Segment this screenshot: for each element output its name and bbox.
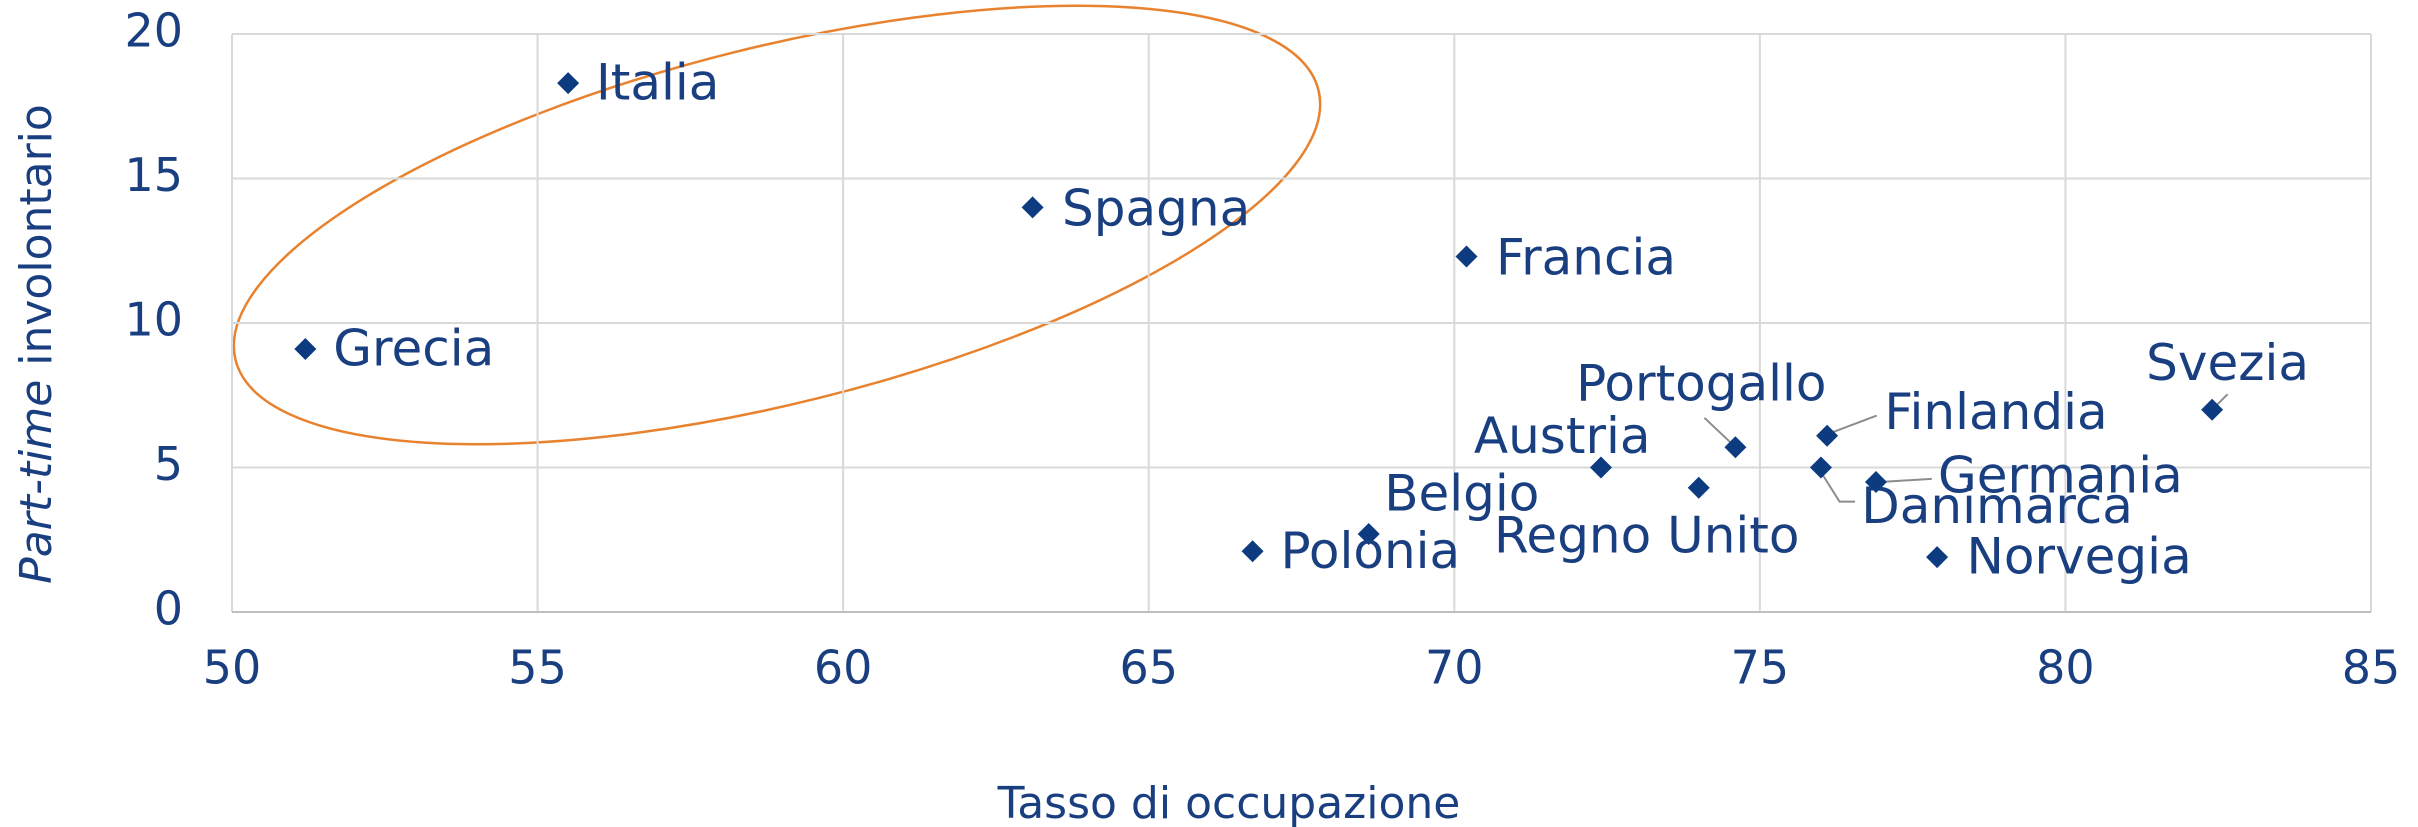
point-label: Germania: [1938, 446, 2183, 504]
y-tick-label: 10: [124, 293, 183, 347]
y-tick-label: 15: [124, 148, 183, 202]
point: [1021, 196, 1044, 219]
point: [1816, 424, 1839, 447]
y-tick-label: 0: [154, 582, 183, 636]
y-axis-title: Part-time involontario: [11, 104, 62, 584]
leader-line: [1880, 477, 1932, 483]
point: [1455, 245, 1478, 268]
point-label: Spagna: [1062, 180, 1250, 238]
point: [1926, 546, 1949, 569]
point: [1357, 522, 1380, 545]
x-tick-label: 80: [2036, 641, 2095, 695]
leader-line: [2216, 393, 2229, 406]
point: [1589, 456, 1612, 479]
point-label: Francia: [1496, 229, 1676, 287]
x-tick-label: 60: [814, 641, 873, 695]
point: [557, 72, 580, 95]
x-tick-label: 75: [1731, 641, 1790, 695]
point: [294, 338, 317, 361]
leader-line: [1703, 417, 1733, 445]
highlight-ellipse: [232, 4, 1322, 446]
point-label: Danimarca: [1861, 477, 2133, 535]
point-label: Austria: [1474, 407, 1651, 465]
point: [2201, 398, 2224, 421]
y-axis-title-rest: involontario: [11, 104, 62, 366]
x-tick-label: 85: [2342, 641, 2401, 695]
y-tick-label: 20: [124, 4, 183, 58]
point: [1809, 456, 1832, 479]
point-label: Grecia: [333, 320, 494, 378]
leader-line: [1820, 471, 1856, 503]
point-label: Svezia: [2146, 334, 2309, 392]
point-label: Regno Unito: [1494, 506, 1800, 564]
y-tick-label: 5: [154, 437, 183, 491]
x-tick-label: 70: [1425, 641, 1484, 695]
point: [1724, 436, 1747, 459]
point: [1864, 470, 1887, 493]
x-axis-title: Tasso di occupazione: [997, 778, 1461, 827]
point-label: Belgio: [1384, 464, 1539, 522]
y-axis-title-italic: Part-time: [11, 380, 62, 584]
leader-line: [1831, 414, 1878, 434]
point: [1241, 540, 1264, 563]
point-label: Norvegia: [1967, 528, 2192, 586]
point-label: Finlandia: [1884, 383, 2107, 441]
point-label: Polonia: [1281, 522, 1461, 580]
x-tick-label: 65: [1119, 641, 1178, 695]
point: [1687, 476, 1710, 499]
point-label: Portogallo: [1576, 354, 1826, 412]
x-tick-label: 50: [203, 641, 262, 695]
point-label: Italia: [596, 54, 719, 112]
x-tick-label: 55: [508, 641, 567, 695]
